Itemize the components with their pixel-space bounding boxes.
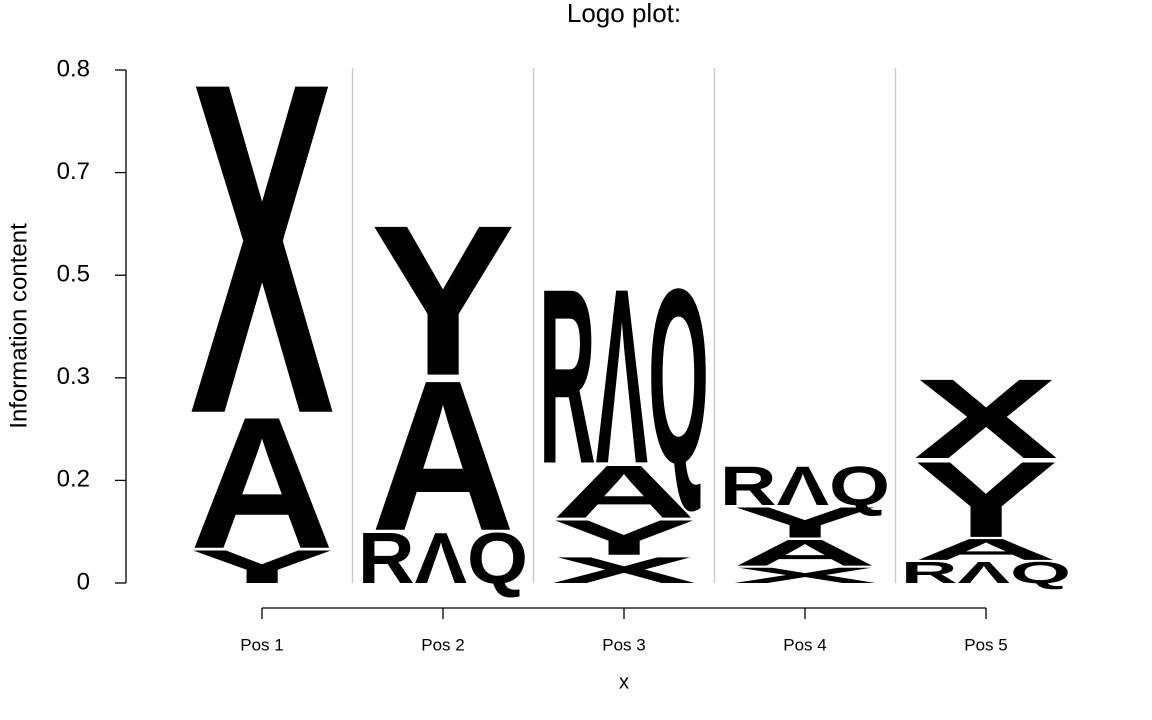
glyph-group: X xyxy=(914,355,1059,482)
glyph: A xyxy=(190,379,335,589)
glyph-group: Y xyxy=(552,510,697,566)
glyph: X xyxy=(733,563,878,588)
glyph-group: Y xyxy=(371,181,516,421)
glyph-group: Y xyxy=(190,541,335,594)
y-tick-label: 0 xyxy=(77,568,90,595)
y-tick-label: 0.5 xyxy=(57,261,90,288)
glyph: RΛQ xyxy=(539,239,709,517)
x-tick-label: Pos 2 xyxy=(421,635,464,654)
glyph: X xyxy=(914,355,1059,482)
glyph: RΛQ xyxy=(720,456,890,517)
glyph-group: X xyxy=(733,563,878,588)
glyph: X xyxy=(552,549,697,591)
y-tick-label: 0.3 xyxy=(57,363,90,390)
x-tick-label: Pos 3 xyxy=(602,635,645,654)
glyph: A xyxy=(552,450,697,534)
glyph: A xyxy=(914,533,1059,567)
glyph-group: RΛQ xyxy=(901,556,1071,590)
glyph: A xyxy=(733,532,878,574)
glyph-group: A xyxy=(371,337,516,577)
glyph-group: A xyxy=(190,379,335,589)
glyph: Y xyxy=(190,541,335,594)
glyph: Y xyxy=(733,498,878,547)
glyph: Y xyxy=(371,181,516,421)
x-tick-label: Pos 1 xyxy=(240,635,283,654)
glyph: Y xyxy=(552,510,697,566)
x-tick-label: Pos 4 xyxy=(783,635,826,654)
glyph-group: A xyxy=(733,532,878,574)
glyph-group: X xyxy=(190,0,336,512)
x-tick-label: Pos 5 xyxy=(964,635,1007,654)
glyph-group: Y xyxy=(733,498,878,547)
glyph-group: X xyxy=(552,549,697,591)
glyph-group: A xyxy=(552,450,697,534)
glyph-group: Y xyxy=(914,440,1059,560)
y-tick-label: 0.8 xyxy=(57,55,90,82)
glyph: X xyxy=(190,0,336,512)
glyph: RΛQ xyxy=(358,518,528,598)
glyph: RΛQ xyxy=(901,556,1071,590)
glyph: Y xyxy=(914,440,1059,560)
glyph-group: A xyxy=(914,533,1059,567)
x-axis-label: x xyxy=(619,671,629,693)
glyph-group: RΛQ xyxy=(358,518,528,598)
glyph-group: RΛQ xyxy=(539,239,709,517)
y-axis-label: Information content xyxy=(5,223,32,429)
glyph: A xyxy=(371,337,516,577)
chart-title: Logo plot: xyxy=(567,0,681,28)
y-tick-label: 0.7 xyxy=(57,158,90,185)
glyph-group: RΛQ xyxy=(720,456,890,517)
y-tick-label: 0.2 xyxy=(57,466,90,493)
